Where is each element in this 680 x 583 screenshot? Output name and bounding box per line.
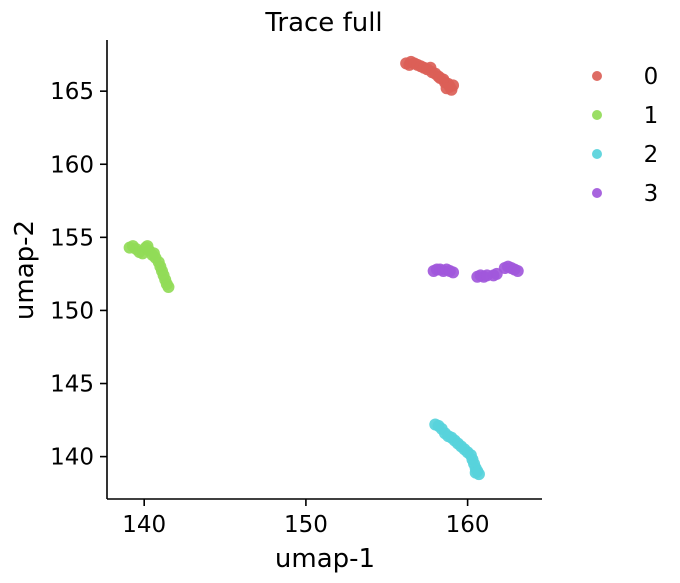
- legend-marker-0: [592, 71, 602, 81]
- y-tick-label-150: 150: [50, 298, 94, 324]
- y-tick-label-165: 165: [50, 79, 94, 105]
- legend-label-1: 1: [644, 103, 659, 129]
- x-axis-title: umap-1: [275, 544, 375, 574]
- plot-points: [123, 55, 524, 481]
- legend: 0 1 2 3: [592, 64, 658, 207]
- legend-label-2: 2: [644, 142, 659, 168]
- point-series-1-17: [147, 247, 160, 260]
- x-tick-label-140: 140: [122, 512, 166, 538]
- y-tick-label-160: 160: [50, 152, 94, 178]
- point-series-3-6: [447, 266, 460, 279]
- legend-label-3: 3: [644, 181, 659, 207]
- x-tick-label-150: 150: [284, 512, 328, 538]
- legend-marker-3: [592, 188, 602, 198]
- chart-title: Trace full: [264, 8, 382, 38]
- legend-marker-1: [592, 110, 602, 120]
- y-tick-label-145: 145: [50, 372, 94, 398]
- legend-marker-2: [592, 149, 602, 159]
- point-series-1-15: [162, 281, 175, 294]
- x-tick-label-160: 160: [446, 512, 490, 538]
- axes: 140 150 160 140 145 150 155 160 165: [50, 40, 542, 538]
- y-tick-label-140: 140: [50, 445, 94, 471]
- point-series-2-17: [469, 466, 482, 479]
- y-axis-title: umap-2: [10, 220, 40, 320]
- legend-label-0: 0: [644, 64, 659, 90]
- point-series-3-17: [511, 264, 524, 277]
- point-series-0-19: [440, 82, 453, 95]
- y-tick-label-155: 155: [50, 225, 94, 251]
